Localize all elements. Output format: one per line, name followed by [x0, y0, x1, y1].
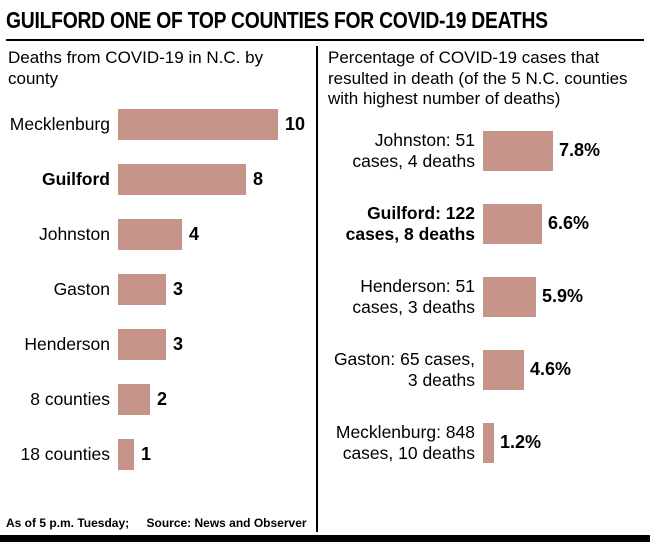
bar-value: 4 — [189, 224, 200, 245]
title-divider — [6, 39, 644, 41]
bar-label: Gaston: 65 cases, 3 deaths — [333, 349, 475, 390]
bar-row: Johnston: 51 cases, 4 deaths 7.8% — [328, 114, 644, 187]
bar-value: 6.6% — [548, 213, 590, 234]
bar-label: Gaston — [53, 279, 110, 300]
chart-columns: Deaths from COVID-19 in N.C. by county M… — [6, 46, 644, 532]
percent-bar — [483, 276, 536, 317]
bar-label: Johnston — [38, 224, 110, 245]
bar-value: 4.6% — [530, 359, 572, 380]
bar-row: Guilford: 122 cases, 8 deaths 6.6% — [328, 187, 644, 260]
bar-row: Mecklenburg 10 — [8, 97, 312, 152]
deaths-bar — [118, 274, 166, 306]
deaths-bar — [118, 219, 182, 251]
bar-value: 8 — [253, 169, 264, 190]
percent-bar — [483, 130, 553, 171]
bar-label: Mecklenburg — [9, 114, 110, 135]
asof-text: As of 5 p.m. Tuesday; — [6, 516, 130, 530]
bar-value: 7.8% — [559, 140, 601, 161]
right-chart-title: Percentage of COVID-19 cases that result… — [328, 48, 628, 109]
bar-row: Henderson 3 — [8, 317, 312, 372]
bar-value: 10 — [285, 114, 306, 135]
deaths-bar — [118, 164, 246, 196]
deaths-bar — [118, 439, 134, 471]
source-note: As of 5 p.m. Tuesday; Source: News and O… — [6, 516, 307, 530]
bar-row: Gaston: 65 cases, 3 deaths 4.6% — [328, 333, 644, 406]
bar-label: 8 counties — [30, 389, 110, 410]
percent-bar — [483, 349, 524, 390]
bar-value: 1 — [141, 444, 152, 465]
percent-bar — [483, 422, 494, 463]
bottom-rule — [0, 535, 650, 542]
bar-row: Henderson: 51 cases, 3 deaths 5.9% — [328, 260, 644, 333]
bar-label: Johnston: 51 cases, 4 deaths — [352, 130, 475, 171]
page-title: GUILFORD ONE OF TOP COUNTIES FOR COVID-1… — [6, 7, 548, 33]
bar-label: Henderson: 51 cases, 3 deaths — [352, 276, 475, 317]
column-divider — [316, 46, 318, 532]
percent-bar — [483, 203, 542, 244]
deaths-bar — [118, 109, 278, 141]
bar-row: Guilford 8 — [8, 152, 312, 207]
deaths-bar — [118, 329, 166, 361]
bar-label: 18 counties — [20, 444, 110, 465]
bar-label: Mecklenburg: 848 cases, 10 deaths — [335, 422, 475, 463]
bar-row: Gaston 3 — [8, 262, 312, 317]
bar-value: 2 — [157, 389, 168, 410]
bar-value: 5.9% — [542, 286, 584, 307]
bar-row: Mecklenburg: 848 cases, 10 deaths 1.2% — [328, 406, 644, 479]
deaths-bar — [118, 384, 150, 416]
deaths-by-county-chart: Deaths from COVID-19 in N.C. by county M… — [6, 46, 312, 532]
left-chart-title: Deaths from COVID-19 in N.C. by county — [8, 48, 264, 88]
bar-row: 8 counties 2 — [8, 372, 312, 427]
bar-row: Johnston 4 — [8, 207, 312, 262]
bar-label: Guilford: 122 cases, 8 deaths — [345, 203, 475, 244]
death-percentage-chart: Percentage of COVID-19 cases that result… — [320, 46, 644, 532]
bar-row: 18 counties 1 — [8, 427, 312, 482]
bar-label: Guilford — [41, 169, 110, 190]
bar-value: 3 — [173, 334, 184, 355]
bar-label: Henderson — [24, 334, 110, 355]
source-text: Source: News and Observer — [146, 516, 307, 530]
bar-value: 3 — [173, 279, 184, 300]
bar-value: 1.2% — [500, 432, 542, 453]
